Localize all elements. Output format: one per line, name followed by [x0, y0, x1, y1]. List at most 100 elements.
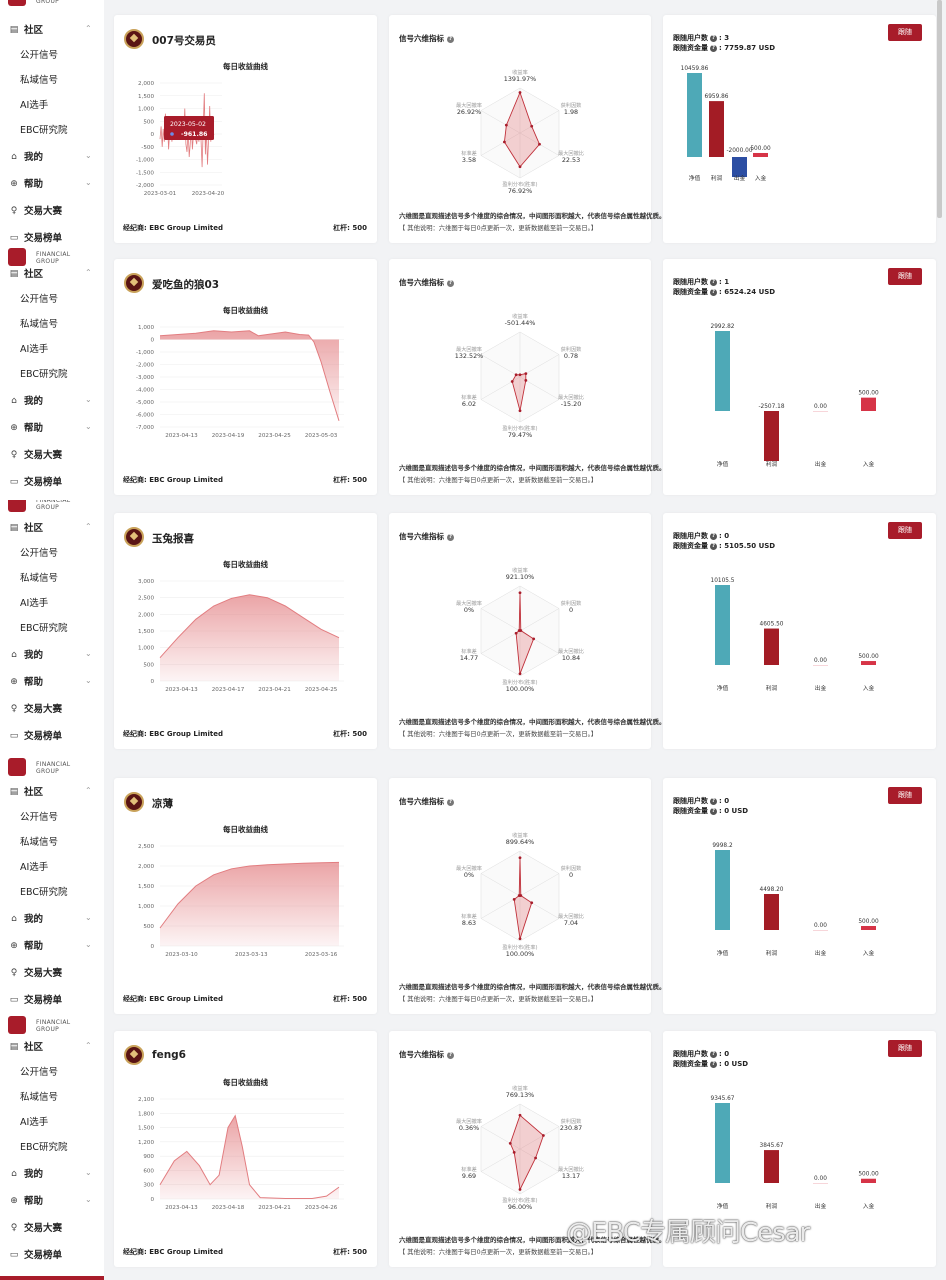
- help-icon[interactable]: ?: [710, 1060, 717, 1068]
- sidebar-item-ai-picks[interactable]: AI选手: [0, 1112, 104, 1134]
- chevron-down-icon[interactable]: ⌄: [85, 422, 92, 431]
- radar-data-point: [518, 1188, 522, 1191]
- sidebar-item-ai-picks[interactable]: AI选手: [0, 95, 104, 117]
- chevron-up-icon[interactable]: ⌃: [85, 268, 92, 277]
- sidebar-item-mine[interactable]: ⌂ 我的 ⌄: [0, 147, 104, 169]
- trader-avatar[interactable]: [124, 273, 144, 293]
- sidebar-item-help[interactable]: ⊕ 帮助 ⌄: [0, 1191, 104, 1213]
- sidebar-item-public-signals[interactable]: 公开信号: [0, 807, 104, 829]
- sidebar-item-private-signals[interactable]: 私域信号: [0, 70, 104, 92]
- trader-avatar[interactable]: [124, 29, 144, 49]
- sidebar-item-help[interactable]: ⊕ 帮助 ⌄: [0, 936, 104, 958]
- sidebar-item-mine[interactable]: ⌂ 我的 ⌄: [0, 391, 104, 413]
- chevron-down-icon[interactable]: ⌄: [85, 649, 92, 658]
- sidebar-item-public-signals[interactable]: 公开信号: [0, 289, 104, 311]
- trader-avatar[interactable]: [124, 527, 144, 547]
- chevron-down-icon[interactable]: ⌄: [85, 676, 92, 685]
- help-icon[interactable]: ?: [447, 279, 454, 287]
- sidebar-item-community[interactable]: ▤ 社区 ⌃: [0, 782, 104, 804]
- trader-avatar[interactable]: [124, 1045, 144, 1065]
- follow-button[interactable]: 跟随: [888, 522, 922, 539]
- sidebar-item-mine[interactable]: ⌂ 我的 ⌄: [0, 645, 104, 667]
- sidebar-item-community[interactable]: ▤ 社区 ⌃: [0, 20, 104, 42]
- sidebar-item-private-signals[interactable]: 私域信号: [0, 568, 104, 590]
- help-icon[interactable]: ?: [447, 35, 454, 43]
- chevron-down-icon[interactable]: ⌄: [85, 940, 92, 949]
- follow-button[interactable]: 跟随: [888, 268, 922, 285]
- sidebar-item-leaderboard[interactable]: ▭ 交易榜单: [0, 1245, 104, 1267]
- sidebar-item-contest[interactable]: ♀ 交易大赛: [0, 1218, 104, 1240]
- sidebar-item-community[interactable]: ▤ 社区 ⌃: [0, 264, 104, 286]
- chevron-down-icon[interactable]: ⌄: [85, 1168, 92, 1177]
- sidebar-item-ai-picks[interactable]: AI选手: [0, 857, 104, 879]
- sidebar-item-leaderboard[interactable]: ▭ 交易榜单: [0, 726, 104, 748]
- sidebar-item-contest[interactable]: ♀ 交易大赛: [0, 445, 104, 467]
- sidebar-item-public-signals[interactable]: 公开信号: [0, 45, 104, 67]
- sidebar-item-contest[interactable]: ♀ 交易大赛: [0, 699, 104, 721]
- chevron-up-icon[interactable]: ⌃: [85, 786, 92, 795]
- chevron-up-icon[interactable]: ⌃: [85, 24, 92, 33]
- follow-button[interactable]: 跟随: [888, 1040, 922, 1057]
- trader-name[interactable]: 爱吃鱼的狼03: [152, 279, 220, 291]
- follow-button[interactable]: 跟随: [888, 24, 922, 41]
- sidebar-item-public-signals[interactable]: 公开信号: [0, 543, 104, 565]
- trophy-icon: ♀: [10, 968, 18, 978]
- sidebar-item-help[interactable]: ⊕ 帮助 ⌄: [0, 418, 104, 440]
- sidebar-item-private-signals[interactable]: 私域信号: [0, 832, 104, 854]
- help-icon[interactable]: ?: [710, 807, 717, 815]
- sidebar-item-contest[interactable]: ♀ 交易大赛: [0, 201, 104, 223]
- trader-name[interactable]: 凉薄: [152, 798, 173, 810]
- sidebar-item-private-signals[interactable]: 私域信号: [0, 1087, 104, 1109]
- followers-label: 跟随用户数: [673, 1050, 708, 1058]
- sidebar-item-help[interactable]: ⊕ 帮助 ⌄: [0, 672, 104, 694]
- sidebar-item-leaderboard[interactable]: ▭ 交易榜单: [0, 228, 104, 248]
- help-icon[interactable]: ?: [447, 533, 454, 541]
- sidebar-item-mine[interactable]: ⌂ 我的 ⌄: [0, 1164, 104, 1186]
- help-icon[interactable]: ?: [447, 798, 454, 806]
- help-icon[interactable]: ?: [447, 1051, 454, 1059]
- sidebar-item-public-signals[interactable]: 公开信号: [0, 1062, 104, 1084]
- help-icon[interactable]: ?: [710, 542, 717, 550]
- chevron-down-icon[interactable]: ⌄: [85, 1195, 92, 1204]
- sidebar-item-mine[interactable]: ⌂ 我的 ⌄: [0, 909, 104, 931]
- help-icon[interactable]: ?: [710, 278, 717, 286]
- follow-button[interactable]: 跟随: [888, 787, 922, 804]
- followers-count: 跟随用户数?: 0: [673, 796, 729, 806]
- help-icon[interactable]: ?: [710, 288, 717, 296]
- x-tick-label: 2023-04-18: [212, 1205, 245, 1211]
- chevron-up-icon[interactable]: ⌃: [85, 1041, 92, 1050]
- chevron-down-icon[interactable]: ⌄: [85, 178, 92, 187]
- trader-avatar[interactable]: [124, 792, 144, 812]
- help-icon[interactable]: ?: [710, 532, 717, 540]
- sidebar-item-leaderboard[interactable]: ▭ 交易榜单: [0, 472, 104, 494]
- help-icon[interactable]: ?: [710, 1050, 717, 1058]
- radar-axis: [480, 608, 521, 632]
- scrollbar[interactable]: [937, 0, 942, 218]
- sidebar-item-research[interactable]: EBC研究院: [0, 618, 104, 640]
- sidebar-item-leaderboard[interactable]: ▭ 交易榜单: [0, 990, 104, 1012]
- sidebar-item-contest[interactable]: ♀ 交易大赛: [0, 963, 104, 985]
- trader-name[interactable]: feng6: [152, 1049, 186, 1061]
- sidebar-item-community[interactable]: ▤ 社区 ⌃: [0, 518, 104, 540]
- sidebar-item-ai-picks[interactable]: AI选手: [0, 593, 104, 615]
- trader-name[interactable]: 007号交易员: [152, 35, 216, 47]
- help-icon[interactable]: ?: [710, 797, 717, 805]
- x-tick-label: 2023-03-01: [144, 191, 177, 197]
- sidebar-item-ai-picks[interactable]: AI选手: [0, 339, 104, 361]
- trader-name[interactable]: 玉兔报喜: [152, 533, 194, 545]
- chevron-down-icon[interactable]: ⌄: [85, 151, 92, 160]
- sidebar-item-community[interactable]: ▤ 社区 ⌃: [0, 1037, 104, 1059]
- sidebar-item-label: 交易榜单: [24, 731, 63, 742]
- sidebar-item-private-signals[interactable]: 私域信号: [0, 314, 104, 336]
- help-icon[interactable]: ?: [710, 44, 717, 52]
- sidebar-item-research[interactable]: EBC研究院: [0, 882, 104, 904]
- sidebar-item-label: 私域信号: [20, 1092, 59, 1103]
- sidebar-item-research[interactable]: EBC研究院: [0, 120, 104, 142]
- chevron-down-icon[interactable]: ⌄: [85, 913, 92, 922]
- sidebar-item-help[interactable]: ⊕ 帮助 ⌄: [0, 174, 104, 196]
- sidebar-item-research[interactable]: EBC研究院: [0, 364, 104, 386]
- chevron-down-icon[interactable]: ⌄: [85, 395, 92, 404]
- help-icon[interactable]: ?: [710, 34, 717, 42]
- chevron-up-icon[interactable]: ⌃: [85, 522, 92, 531]
- sidebar-item-research[interactable]: EBC研究院: [0, 1137, 104, 1159]
